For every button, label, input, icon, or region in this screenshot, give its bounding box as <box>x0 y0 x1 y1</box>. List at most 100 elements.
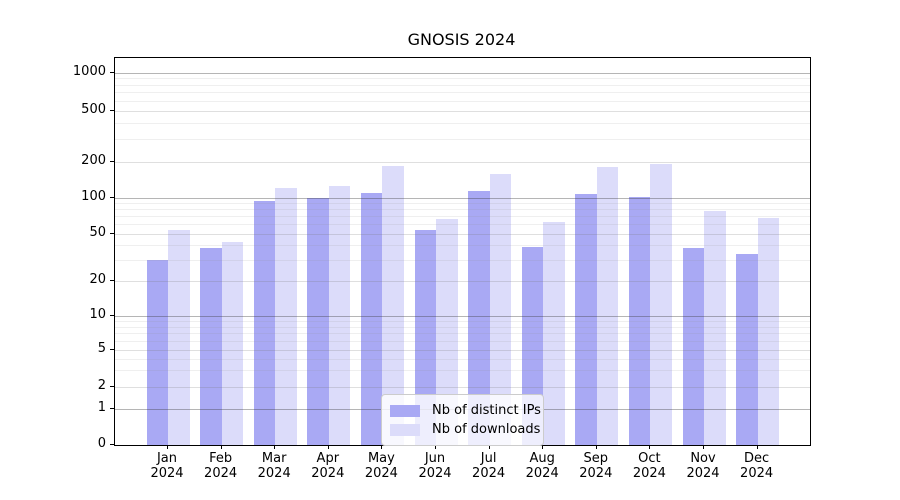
bar-ips-mar <box>253 201 276 445</box>
x-tick-year: 2024 <box>150 466 184 481</box>
x-tick-month: Jun <box>424 450 446 466</box>
x-tick-year: 2024 <box>579 466 613 481</box>
y-tick-label: 500 <box>81 102 106 117</box>
x-tick-label-oct: Oct 2024 <box>621 451 677 482</box>
gridline-2 <box>115 387 810 388</box>
gridline-minor <box>115 92 810 94</box>
x-tick-label-jun: Jun 2024 <box>407 451 463 482</box>
x-tick-month: May <box>367 450 395 466</box>
y-tick-mark <box>110 315 114 316</box>
x-tick-label-feb: Feb 2024 <box>193 451 249 482</box>
gridline-500 <box>115 111 810 112</box>
bar-ips-oct <box>628 196 651 445</box>
y-tick-mark <box>110 110 114 111</box>
legend-swatch-distinct-ips <box>390 404 420 417</box>
gridline-minor <box>115 139 810 141</box>
bar-downloads-apr <box>328 186 351 445</box>
x-tick-month: Nov <box>690 450 716 466</box>
x-tick-mark <box>381 444 383 449</box>
gridline-minor <box>115 224 810 226</box>
y-tick-label: 0 <box>97 435 106 451</box>
gridline-minor <box>115 340 810 342</box>
y-tick-mark <box>110 443 114 445</box>
x-tick-label-jan: Jan 2024 <box>139 451 195 482</box>
bar-downloads-jan <box>168 229 190 445</box>
x-tick-year: 2024 <box>525 466 559 481</box>
bar-downloads-jun <box>436 219 458 445</box>
bar-ips-dec <box>736 253 758 445</box>
y-tick-mark <box>110 407 114 409</box>
x-tick-mark <box>435 444 436 449</box>
gridline-minor <box>115 216 810 218</box>
bar-downloads-nov <box>704 211 726 445</box>
x-tick-month: Sep <box>583 450 609 466</box>
gridline-1000 <box>115 72 810 74</box>
x-tick-label-sep: Sep 2024 <box>568 451 624 482</box>
x-tick-year: 2024 <box>311 466 345 481</box>
plot-area <box>114 57 811 446</box>
x-tick-year: 2024 <box>686 466 720 481</box>
y-tick-mark <box>110 196 114 198</box>
x-tick-month: Apr <box>316 450 340 466</box>
bar-downloads-oct <box>650 164 672 445</box>
gridline-minor <box>115 260 810 262</box>
bar-ips-may <box>360 192 383 445</box>
x-tick-mark <box>703 444 704 449</box>
x-tick-label-nov: Nov 2024 <box>675 451 731 482</box>
x-tick-mark <box>327 444 329 449</box>
x-tick-month: Oct <box>638 450 661 466</box>
gridline-minor <box>115 209 810 211</box>
x-tick-label-dec: Dec 2024 <box>729 451 785 482</box>
x-tick-mark <box>274 444 276 449</box>
bar-ips-sep <box>575 193 597 445</box>
x-tick-month: Feb <box>209 450 233 466</box>
x-tick-year: 2024 <box>472 466 506 481</box>
y-tick-label: 10 <box>89 307 106 322</box>
legend-label-distinct-ips: Nb of distinct IPs <box>432 403 541 418</box>
x-tick-mark <box>488 444 490 449</box>
gridline-minor <box>115 123 810 125</box>
x-tick-year: 2024 <box>740 466 774 481</box>
x-tick-label-aug: Aug 2024 <box>514 451 570 482</box>
y-tick-label: 2 <box>97 378 106 393</box>
y-tick-mark <box>110 348 114 350</box>
bar-ips-jul <box>468 190 490 445</box>
y-tick-label: 50 <box>89 225 106 240</box>
gridline-minor <box>115 100 810 102</box>
gridline-50 <box>115 234 810 235</box>
x-tick-label-may: May 2024 <box>353 451 409 482</box>
x-tick-year: 2024 <box>364 466 398 481</box>
legend-label-downloads: Nb of downloads <box>432 422 541 437</box>
gridline-minor <box>115 370 810 372</box>
x-tick-month: Dec <box>744 450 770 466</box>
legend-item-distinct-ips: Nb of distinct IPs <box>390 401 541 420</box>
x-tick-month: Aug <box>529 450 555 466</box>
y-tick-label: 1 <box>97 399 106 415</box>
y-tick-label: 100 <box>81 188 106 204</box>
legend: Nb of distinct IPs Nb of downloads <box>381 394 544 446</box>
bar-downloads-feb <box>221 241 244 445</box>
y-tick-mark <box>110 71 114 73</box>
y-tick-label: 5 <box>97 340 106 356</box>
x-tick-year: 2024 <box>257 466 291 481</box>
bar-ips-apr <box>307 197 329 445</box>
bar-ips-feb <box>200 248 222 445</box>
bar-ips-jun <box>414 229 436 445</box>
y-tick-label: 200 <box>81 153 106 168</box>
y-tick-mark <box>110 233 114 234</box>
bar-ips-jan <box>146 260 168 445</box>
x-tick-year: 2024 <box>418 466 452 481</box>
gridline-minor <box>115 326 810 328</box>
x-tick-mark <box>756 444 758 449</box>
y-tick-mark <box>110 161 114 162</box>
x-tick-year: 2024 <box>632 466 666 481</box>
x-tick-mark <box>167 444 168 449</box>
bar-downloads-jul <box>489 174 512 445</box>
bar-downloads-aug <box>543 221 565 445</box>
x-tick-year: 2024 <box>204 466 238 481</box>
gridline-minor <box>115 245 810 247</box>
gridline-minor <box>115 203 810 205</box>
y-tick-label: 1000 <box>72 63 106 79</box>
x-tick-mark <box>220 444 222 449</box>
gridline-minor <box>115 78 810 80</box>
